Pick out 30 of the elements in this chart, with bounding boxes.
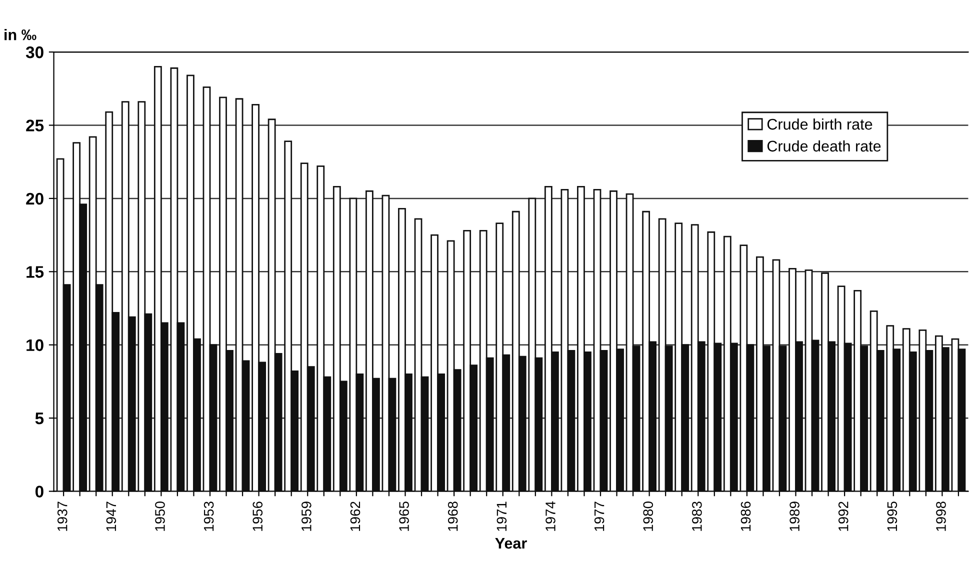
legend-label: Crude birth rate — [767, 118, 872, 130]
y-tick-label: 0 — [35, 486, 44, 498]
x-tick-label: 1968 — [448, 502, 458, 531]
x-tick-label: 1986 — [740, 502, 751, 531]
x-tick-label: 1980 — [643, 502, 654, 531]
y-axis-title: in ‰ — [4, 28, 36, 40]
x-tick-label: 1971 — [496, 502, 507, 531]
y-tick-label: 25 — [26, 120, 44, 132]
x-tick-label: 1947 — [106, 502, 116, 531]
y-tick-label: 30 — [26, 46, 44, 58]
x-tick-label: 1977 — [594, 502, 604, 531]
x-tick-label: 1992 — [838, 502, 848, 531]
x-tick-label: 1953 — [204, 502, 214, 531]
x-tick-label: 1965 — [399, 502, 409, 531]
x-tick-label: 1983 — [692, 502, 702, 531]
x-tick-label: 1974 — [546, 501, 556, 531]
x-tick-label: 1956 — [252, 502, 263, 531]
y-tick-label: 5 — [35, 412, 44, 424]
y-tick-label: 20 — [26, 192, 44, 205]
x-tick-label: 1995 — [887, 502, 898, 531]
y-tick-label: 15 — [26, 266, 44, 278]
x-tick-label: 1959 — [302, 502, 312, 531]
x-tick-label: 1998 — [936, 502, 946, 531]
x-tick-label: 1950 — [155, 502, 165, 531]
x-tick-label: 1937 — [57, 502, 68, 531]
y-tick-label: 10 — [26, 339, 44, 352]
legend-label: Crude death rate — [767, 140, 881, 152]
x-tick-label: 1989 — [790, 502, 800, 531]
x-tick-label: 1962 — [350, 502, 360, 531]
x-axis-title: Year — [495, 538, 527, 549]
